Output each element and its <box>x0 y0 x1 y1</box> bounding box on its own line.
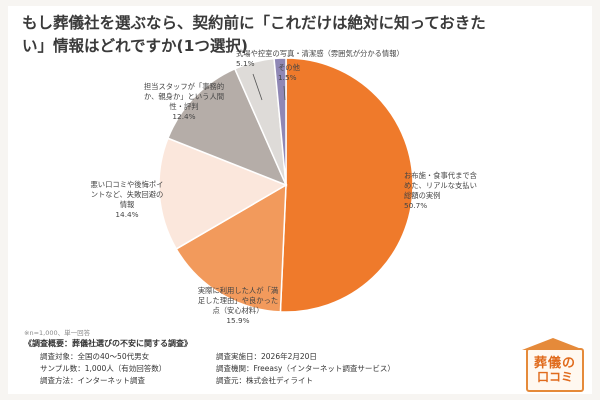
survey-summary: 《調査概要：葬儀社選びの不安に関する調査》 調査対象：全国の40〜50代男女 サ… <box>24 338 504 385</box>
slice-label-line: ントなど、失敗回避の <box>91 190 164 199</box>
slice-label: その他 1.5% <box>278 63 301 82</box>
slice-label-line: 足した理由」や良かった <box>198 296 278 305</box>
survey-row: 調査実施日：2026年2月20日 <box>216 352 317 361</box>
chart-title: もし葬儀社を選ぶなら、契約前に「これだけは絶対に知っておきたい」情報はどれですか… <box>22 14 486 55</box>
slice-label: 式場や控室の写真・清潔感（雰囲気が分かる情報） 5.1% <box>236 49 404 68</box>
slice-label-line: 担当スタッフが「事務的 <box>144 82 224 91</box>
leader-line <box>283 85 286 101</box>
slice-label: お布施・食事代まで含めた、リアルな支払い総額の実例 50.7% <box>404 171 478 210</box>
survey-row: サンプル数：1,000人（有効回答数） <box>40 364 167 373</box>
logo-text-bottom: 口コミ <box>536 370 573 384</box>
brand-logo: 葬儀の 口コミ <box>522 338 584 392</box>
slice-value: 12.4% <box>172 112 195 121</box>
slice-label-line: 総額の実例 <box>404 191 440 200</box>
slice-value: 14.4% <box>115 210 138 219</box>
slice-labels: お布施・食事代まで含めた、リアルな支払い総額の実例 50.7% 実際に利用した人が「… <box>91 49 478 325</box>
survey-row: 調査対象：全国の40〜50代男女 <box>40 352 150 361</box>
slice-label-line: 実際に利用した人が「満 <box>198 286 278 295</box>
slice-label-line: 式場や控室の写真・清潔感（雰囲気が分かる情報） <box>236 49 404 58</box>
survey-left-column: 調査対象：全国の40〜50代男女 サンプル数：1,000人（有効回答数） 調査方… <box>40 351 166 387</box>
pie-slice <box>279 57 414 313</box>
pie-slice <box>158 137 288 250</box>
leader-line <box>252 73 263 101</box>
pie-slices <box>158 57 414 313</box>
survey-right-column: 調査実施日：2026年2月20日 調査機関：Freeasy（インターネット調査サ… <box>216 351 395 387</box>
slice-label: 実際に利用した人が「満足した理由」や良かった点（安心材料） 15.9% <box>198 286 278 325</box>
slice-label-line: か、親身か」という人間 <box>144 92 224 101</box>
slice-label-line: 点（安心材料） <box>212 306 263 315</box>
logo-box <box>526 348 584 392</box>
slice-label-line: めた、リアルな支払い <box>404 181 477 190</box>
slice-label-line: 性・評判 <box>169 102 198 111</box>
slice-label-line: 情報 <box>120 200 135 209</box>
survey-row: 調査方法：インターネット調査 <box>40 376 145 385</box>
pie-slice <box>175 183 287 313</box>
slice-value: 15.9% <box>226 316 249 325</box>
logo-text-top: 葬儀の <box>533 356 576 371</box>
survey-row: 調査元：株式会社ディライト <box>216 376 313 385</box>
pie-slice <box>166 67 288 187</box>
slice-value: 1.5% <box>278 73 297 82</box>
slice-label: 悪い口コミや後悔ポイントなど、失敗回避の情報 14.4% <box>91 180 164 219</box>
slice-label-line: その他 <box>278 63 301 72</box>
logo-roof <box>522 338 584 350</box>
sample-note: ※n=1,000、単一回答 <box>24 329 91 337</box>
slice-value: 50.7% <box>404 201 427 210</box>
slice-label: 担当スタッフが「事務的か、親身か」という人間性・評判 12.4% <box>144 82 224 121</box>
survey-heading: 《調査概要：葬儀社選びの不安に関する調査》 <box>24 339 192 348</box>
slice-label-line: お布施・食事代まで含 <box>404 171 478 180</box>
slice-value: 5.1% <box>236 59 255 68</box>
pie-slice <box>273 57 287 186</box>
survey-row: 調査機関：Freeasy（インターネット調査サービス） <box>216 364 395 373</box>
slice-label-line: 悪い口コミや後悔ポイ <box>91 180 164 189</box>
leader-lines <box>252 73 286 101</box>
